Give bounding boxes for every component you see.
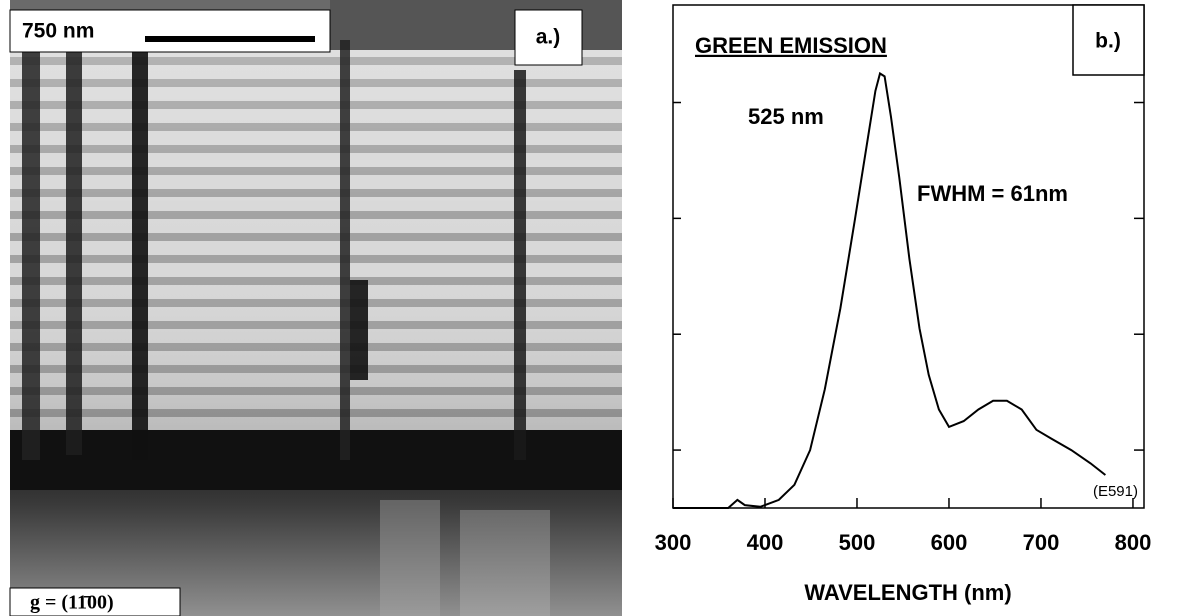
- x-tick-label: 700: [1023, 530, 1060, 555]
- panel-label: b.): [1095, 30, 1121, 53]
- scale-bar-label: 750 nm: [22, 20, 94, 43]
- x-tick-label: 500: [839, 530, 876, 555]
- panel-label: a.): [536, 26, 561, 49]
- annotation: FWHM = 61nm: [917, 181, 1068, 206]
- spectrum-line: [673, 71, 1107, 509]
- chart-title: GREEN EMISSION: [695, 33, 887, 58]
- panel-label-box: [514, 9, 583, 66]
- g-vector-box: [9, 587, 181, 616]
- annotation: (E591): [1093, 483, 1138, 500]
- panel-label-box: [1072, 4, 1145, 76]
- g-vector: g = (11̄00): [30, 592, 114, 614]
- scale-bar: [145, 36, 315, 42]
- x-tick-label: 800: [1115, 530, 1152, 555]
- scale-box: [9, 9, 331, 53]
- plot-frame: [672, 4, 1145, 509]
- x-tick-label: 300: [655, 530, 692, 555]
- x-tick-label: 400: [747, 530, 784, 555]
- tem-image: [10, 0, 622, 616]
- annotation: 525 nm: [748, 104, 824, 129]
- x-axis-label: WAVELENGTH (nm): [804, 580, 1011, 605]
- x-tick-label: 600: [931, 530, 968, 555]
